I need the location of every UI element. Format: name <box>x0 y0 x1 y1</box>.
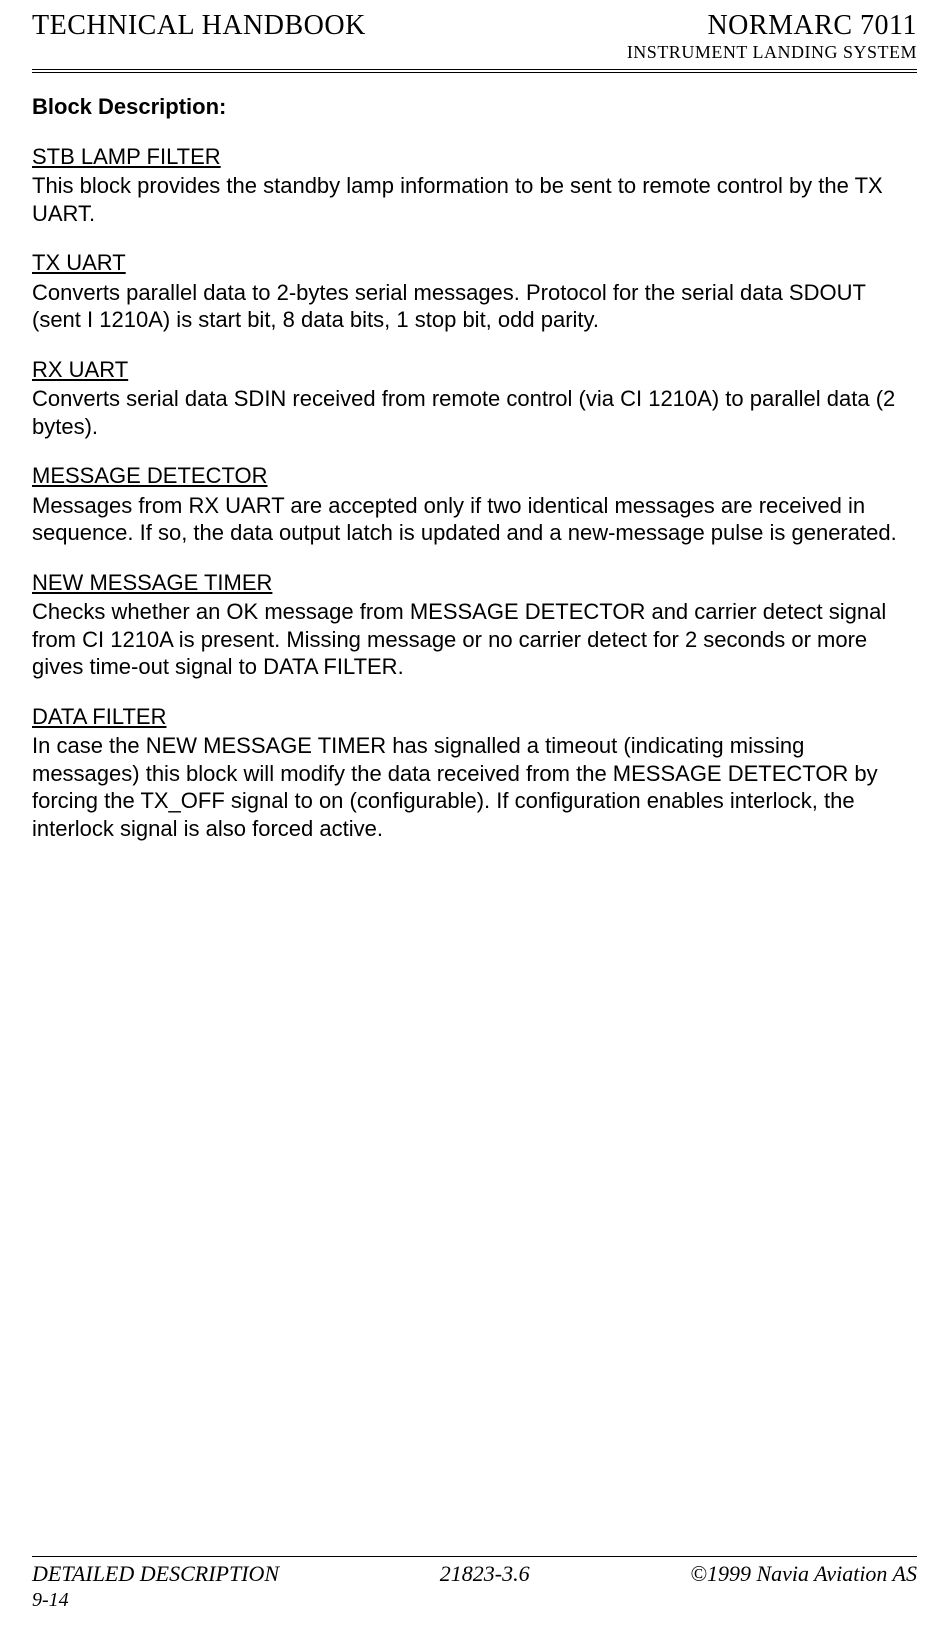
footer-left: DETAILED DESCRIPTION <box>32 1561 279 1587</box>
section-body: This block provides the standby lamp inf… <box>32 172 917 227</box>
section-heading: DATA FILTER <box>32 703 917 731</box>
page-header: TECHNICAL HANDBOOK NORMARC 7011 INSTRUME… <box>32 10 917 67</box>
section: MESSAGE DETECTOR Messages from RX UART a… <box>32 462 917 547</box>
header-sub: INSTRUMENT LANDING SYSTEM <box>627 42 917 63</box>
section-heading: RX UART <box>32 356 917 384</box>
section-heading: STB LAMP FILTER <box>32 143 917 171</box>
section-body: Converts serial data SDIN received from … <box>32 385 917 440</box>
section: TX UART Converts parallel data to 2-byte… <box>32 249 917 334</box>
header-left: TECHNICAL HANDBOOK <box>32 10 366 42</box>
content: Block Description: STB LAMP FILTER This … <box>32 73 917 1556</box>
section-heading: NEW MESSAGE TIMER <box>32 569 917 597</box>
footer-right: ©1999 Navia Aviation AS <box>690 1561 917 1587</box>
section-body: In case the NEW MESSAGE TIMER has signal… <box>32 732 917 842</box>
footer-row: DETAILED DESCRIPTION 21823-3.6 ©1999 Nav… <box>32 1557 917 1587</box>
section-heading: MESSAGE DETECTOR <box>32 462 917 490</box>
footer-page-number: 9-14 <box>32 1589 917 1612</box>
section: STB LAMP FILTER This block provides the … <box>32 143 917 228</box>
page-footer: DETAILED DESCRIPTION 21823-3.6 ©1999 Nav… <box>32 1556 917 1612</box>
header-model: NORMARC 7011 <box>627 10 917 42</box>
section: RX UART Converts serial data SDIN receiv… <box>32 356 917 441</box>
page: TECHNICAL HANDBOOK NORMARC 7011 INSTRUME… <box>0 0 949 1632</box>
section: DATA FILTER In case the NEW MESSAGE TIME… <box>32 703 917 843</box>
block-title: Block Description: <box>32 93 917 121</box>
section-body: Checks whether an OK message from MESSAG… <box>32 598 917 681</box>
section-heading: TX UART <box>32 249 917 277</box>
section-body: Converts parallel data to 2-bytes serial… <box>32 279 917 334</box>
footer-center: 21823-3.6 <box>440 1561 530 1587</box>
header-right: NORMARC 7011 INSTRUMENT LANDING SYSTEM <box>627 10 917 63</box>
section-body: Messages from RX UART are accepted only … <box>32 492 917 547</box>
section: NEW MESSAGE TIMER Checks whether an OK m… <box>32 569 917 681</box>
